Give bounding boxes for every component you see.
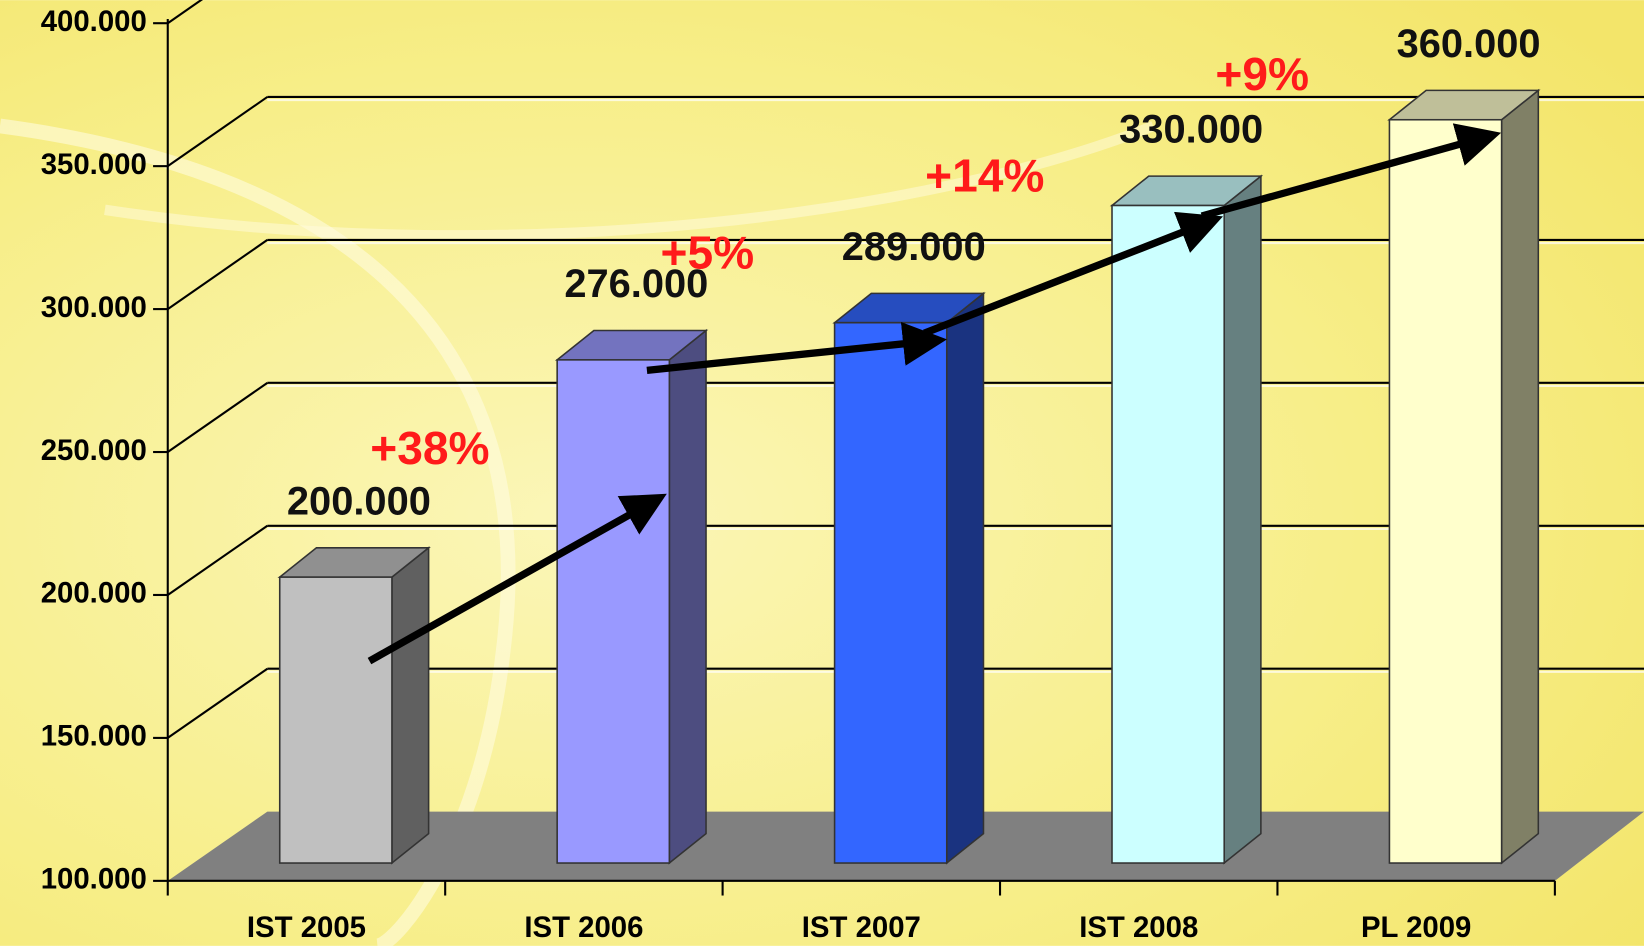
- background-swirl: [0, 118, 516, 946]
- y-tick-label: 100.000: [41, 863, 147, 896]
- y-tick-label: 200.000: [41, 577, 147, 610]
- x-tick-label: PL 2009: [1361, 911, 1471, 944]
- grid-line: [167, 0, 203, 25]
- growth-annotation: +9%: [1215, 48, 1309, 100]
- bar: [833, 321, 948, 864]
- grid-line: [167, 524, 268, 596]
- bar-side: [391, 546, 430, 865]
- grid-line: [167, 96, 268, 168]
- growth-arrow: [922, 211, 1223, 337]
- bar-side: [945, 291, 985, 865]
- x-tick-label: IST 2006: [524, 911, 643, 944]
- x-tick-label: IST 2008: [1079, 911, 1198, 944]
- y-tick-label: 350.000: [41, 148, 147, 181]
- growth-arrow: [367, 493, 667, 665]
- y-tick-label: 150.000: [41, 720, 147, 753]
- growth-arrow: [1200, 123, 1502, 220]
- grid-line: [167, 381, 268, 453]
- bar: [1388, 118, 1503, 864]
- value-label: 330.000: [1119, 108, 1263, 152]
- growth-arrow: [646, 321, 947, 375]
- bar-side: [1223, 174, 1262, 865]
- x-tick-label: IST 2007: [802, 911, 921, 944]
- growth-annotation: +14%: [925, 149, 1044, 201]
- growth-annotation: +5%: [661, 227, 755, 279]
- bar: [556, 359, 671, 864]
- x-tick-label: IST 2005: [247, 911, 366, 944]
- value-label: 276.000: [564, 262, 708, 306]
- value-label: 289.000: [842, 225, 986, 269]
- y-tick-label: 300.000: [41, 291, 147, 324]
- value-label: 200.000: [287, 479, 431, 523]
- bar: [278, 576, 393, 864]
- growth-annotation: +38%: [370, 422, 489, 474]
- grid-line: [167, 667, 268, 739]
- bar-side: [1500, 88, 1540, 865]
- y-tick-label: 400.000: [41, 5, 147, 38]
- y-tick-label: 250.000: [41, 434, 147, 467]
- grid-line: [167, 239, 268, 310]
- bar: [1111, 204, 1225, 864]
- value-label: 360.000: [1397, 22, 1541, 66]
- bar-side: [668, 328, 707, 865]
- background-swirl: [104, 121, 1156, 241]
